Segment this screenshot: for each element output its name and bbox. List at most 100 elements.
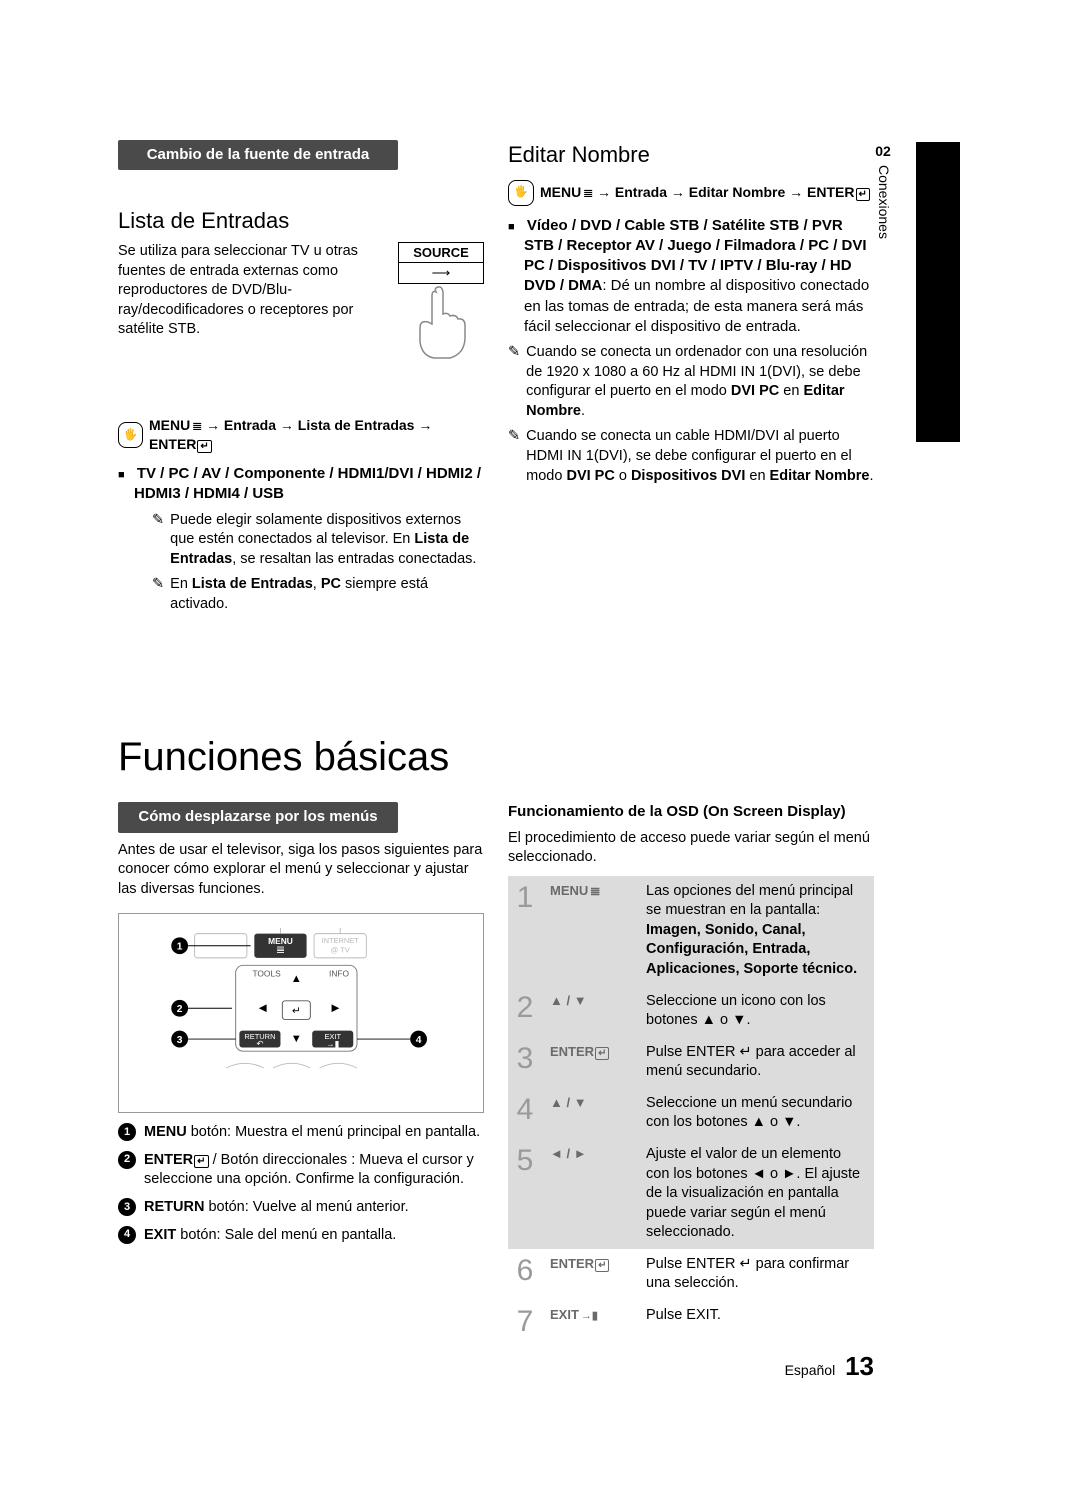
right-column: Editar Nombre 🖐 MENU → Entrada → Editar … [508, 140, 874, 620]
note-icon: ✎ [152, 575, 164, 614]
section-bar-input-source: Cambio de la fuente de entrada [118, 140, 398, 170]
om-icon: 🖐 [508, 180, 534, 206]
svg-text:INFO: INFO [329, 969, 349, 979]
menus-intro: Antes de usar el televisor, siga los pas… [118, 841, 484, 900]
svg-text:3: 3 [177, 1035, 183, 1046]
svg-text:↵: ↵ [292, 1006, 301, 1017]
osd-step: 7 [508, 1300, 542, 1345]
osd-step: 6 [508, 1249, 542, 1300]
svg-text:↶: ↶ [256, 1039, 263, 1049]
note-text: Puede elegir solamente dispositivos exte… [170, 511, 484, 570]
numbered-item: 2 ENTER / Botón direccionales : Mueva el … [118, 1151, 484, 1190]
chapter-number: 02 [874, 142, 892, 161]
numbered-text: RETURN botón: Vuelve al menú anterior. [144, 1198, 409, 1218]
bullet-item: TV / PC / AV / Componente / HDMI1/DVI / … [134, 464, 484, 614]
note-text: Cuando se conecta un cable HDMI/DVI al p… [526, 427, 874, 486]
num-badge: 1 [118, 1123, 136, 1141]
numbered-list: 1 MENU botón: Muestra el menú principal e… [118, 1123, 484, 1245]
hand-icon [398, 284, 484, 364]
svg-text:4: 4 [416, 1035, 422, 1046]
note: ✎ Puede elegir solamente dispositivos ex… [152, 511, 484, 570]
osd-row: 5◄ / ►Ajuste el valor de un elemento con… [508, 1139, 874, 1249]
source-label: SOURCE [398, 242, 484, 264]
num-badge: 4 [118, 1226, 136, 1244]
osd-row: 6ENTERPulse ENTER ↵ para confirmar una s… [508, 1249, 874, 1300]
osd-button: ▲ / ▼ [542, 1088, 638, 1139]
osd-row: 4▲ / ▼Seleccione un menú secundario con … [508, 1088, 874, 1139]
menu-path-text: MENU → Entrada → Lista de Entradas → ENT… [149, 416, 484, 454]
page-content: Cambio de la fuente de entrada Lista de … [118, 140, 874, 1344]
osd-button: ◄ / ► [542, 1139, 638, 1249]
bullet-list: Vídeo / DVD / Cable STB / Satélite STB /… [508, 216, 874, 338]
numbered-item: 3 RETURN botón: Vuelve al menú anterior. [118, 1198, 484, 1218]
osd-title: Funcionamiento de la OSD (On Screen Disp… [508, 802, 874, 822]
numbered-text: MENU botón: Muestra el menú principal en… [144, 1123, 480, 1143]
note-icon: ✎ [508, 343, 520, 421]
page-footer: Español 13 [118, 1349, 874, 1384]
osd-row: 1MENULas opciones del menú principal se … [508, 876, 874, 986]
osd-button: ENTER [542, 1037, 638, 1088]
num-badge: 2 [118, 1151, 136, 1169]
section-bar-menus: Cómo desplazarse por los menús [118, 802, 398, 832]
num-badge: 3 [118, 1198, 136, 1216]
osd-step: 2 [508, 986, 542, 1037]
bullet-bold: TV / PC / AV / Componente / HDMI1/DVI / … [134, 465, 481, 502]
osd-button: EXIT [542, 1300, 638, 1345]
note: ✎ Cuando se conecta un cable HDMI/DVI al… [508, 427, 874, 486]
osd-button: MENU [542, 876, 638, 986]
note-icon: ✎ [152, 511, 164, 570]
osd-table: 1MENULas opciones del menú principal se … [508, 876, 874, 1345]
note-text: Cuando se conecta un ordenador con una r… [526, 343, 874, 421]
osd-step: 5 [508, 1139, 542, 1249]
remote-diagram: MENU 𝌆 INTERNET @ TV TOOLS INFO ▲ ◄ ↵ ► … [118, 913, 484, 1113]
note-icon: ✎ [508, 427, 520, 486]
big-section-title: Funciones básicas [118, 730, 874, 784]
osd-desc: Seleccione un icono con los botones ▲ o … [638, 986, 874, 1037]
svg-text:@ TV: @ TV [331, 946, 350, 955]
osd-desc: Pulse EXIT. [638, 1300, 874, 1345]
left-column: Cambio de la fuente de entrada Lista de … [118, 140, 484, 620]
chapter-label: Conexiones [874, 165, 893, 239]
osd-row: 2▲ / ▼Seleccione un icono con los botone… [508, 986, 874, 1037]
osd-desc: Pulse ENTER ↵ para confirmar una selecci… [638, 1249, 874, 1300]
svg-text:→▮: →▮ [326, 1039, 339, 1049]
svg-text:TOOLS: TOOLS [252, 969, 281, 979]
osd-step: 3 [508, 1037, 542, 1088]
menu-path-editar: 🖐 MENU → Entrada → Editar Nombre → ENTER [508, 180, 874, 206]
note: ✎ Cuando se conecta un ordenador con una… [508, 343, 874, 421]
osd-row: 7EXITPulse EXIT. [508, 1300, 874, 1345]
black-strip [916, 142, 960, 442]
svg-text:𝌆: 𝌆 [276, 946, 284, 956]
side-tab: 02 Conexiones [874, 142, 892, 239]
note: ✎ En Lista de Entradas, PC siempre está … [152, 575, 484, 614]
heading-editar-nombre: Editar Nombre [508, 140, 874, 170]
heading-lista-entradas: Lista de Entradas [118, 206, 484, 236]
osd-column: Funcionamiento de la OSD (On Screen Disp… [508, 802, 874, 1344]
svg-text:2: 2 [177, 1004, 183, 1015]
osd-step: 1 [508, 876, 542, 986]
svg-text:◄: ◄ [256, 1000, 269, 1015]
numbered-item: 1 MENU botón: Muestra el menú principal e… [118, 1123, 484, 1143]
osd-desc: Pulse ENTER ↵ para acceder al menú secun… [638, 1037, 874, 1088]
menu-path-text: MENU → Entrada → Editar Nombre → ENTER [540, 183, 870, 202]
bullet-item: Vídeo / DVD / Cable STB / Satélite STB /… [524, 216, 874, 338]
osd-intro: El procedimiento de acceso puede variar … [508, 829, 874, 868]
numbered-text: EXIT botón: Sale del menú en pantalla. [144, 1226, 396, 1246]
numbered-item: 4 EXIT botón: Sale del menú en pantalla. [118, 1226, 484, 1246]
osd-button: ENTER [542, 1249, 638, 1300]
svg-text:INTERNET: INTERNET [322, 936, 360, 945]
osd-step: 4 [508, 1088, 542, 1139]
osd-desc: Ajuste el valor de un elemento con los b… [638, 1139, 874, 1249]
menus-left-column: Cómo desplazarse por los menús Antes de … [118, 802, 484, 1344]
footer-lang: Español [785, 1362, 836, 1378]
bullet-list: TV / PC / AV / Componente / HDMI1/DVI / … [118, 464, 484, 614]
footer-page: 13 [845, 1351, 874, 1381]
svg-text:1: 1 [177, 942, 183, 953]
numbered-text: ENTER / Botón direccionales : Mueva el c… [144, 1151, 484, 1190]
osd-desc: Las opciones del menú principal se muest… [638, 876, 874, 986]
om-icon: 🖐 [118, 422, 143, 448]
svg-text:►: ► [329, 1000, 342, 1015]
menu-path-lista: 🖐 MENU → Entrada → Lista de Entradas → E… [118, 416, 484, 454]
source-button-illustration: SOURCE ⟶ [398, 242, 484, 370]
svg-text:▲: ▲ [291, 973, 302, 985]
